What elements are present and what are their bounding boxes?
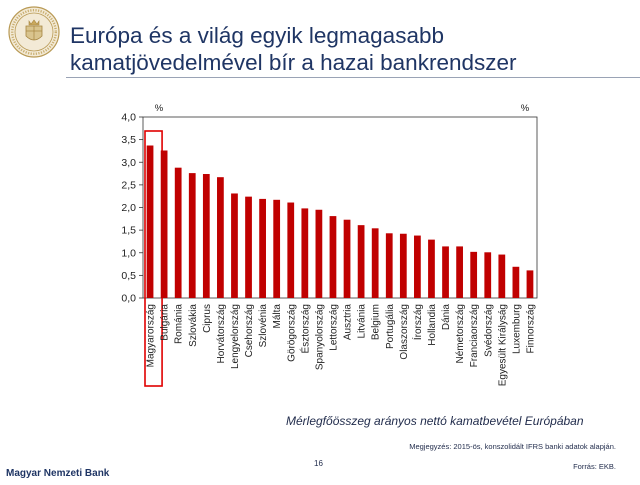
bar [484,252,492,298]
y-tick-label: 0,0 [121,293,136,305]
category-label: Litvánia [357,304,368,339]
bar [231,193,238,298]
chart-source: Forrás: EKB. [573,462,616,471]
category-label: Dánia [441,304,452,331]
category-label: Svédország [483,304,494,357]
category-label: Lettország [328,304,339,351]
bar [301,208,309,298]
y-tick-label: 2,0 [121,202,136,214]
y-tick-label: 3,0 [121,157,136,169]
bar [442,246,449,298]
y-tick-label: 4,0 [121,112,136,124]
bar [357,225,365,298]
category-label: Spanyolország [314,304,325,370]
bar [343,219,351,298]
title-divider [66,77,640,78]
chart-caption: Mérlegfőösszeg arányos nettó kamatbevéte… [286,414,584,428]
bar [146,145,154,298]
y-tick-label: 2,5 [121,179,136,191]
category-label: Ciprus [202,304,213,333]
bar [315,209,323,298]
y-unit-right: % [521,103,530,114]
category-label: Szlovákia [188,304,199,347]
bar [385,233,393,298]
page-title: Európa és a világ egyik legmagasabb kama… [70,22,630,76]
category-label: Málta [272,304,283,329]
bar [470,251,478,298]
bar [259,198,266,298]
chart-labels: 4,0 3,5 3,0 2,5 2,0 1,5 1,0 0,5 0,0% % Magyarorszá… [121,103,536,386]
category-label: Hollandia [427,304,438,346]
y-unit-left: % [155,103,164,114]
category-label: Magyarország [146,304,157,367]
bar [414,235,421,298]
category-label: Románia [174,304,185,344]
category-label: Bulgária [160,304,171,341]
category-label: Ausztria [343,304,354,341]
bar [160,150,168,298]
category-label: Portugália [385,304,396,349]
bar [174,167,182,298]
bar [371,228,379,298]
bar [399,233,407,298]
bar [512,266,520,298]
category-label: Írország [411,304,424,340]
category-label: Luxemburg [511,304,522,354]
bar [188,173,196,298]
bar [526,270,534,298]
category-label: Csehország [244,304,255,357]
chart-bars [146,145,534,298]
category-label: Finnország [525,304,536,353]
mnb-seal-icon [8,6,60,58]
chart-note: Megjegyzés: 2015-ös, konszolidált IFRS b… [409,442,616,451]
category-label: Franciaország [469,304,480,367]
y-tick-label: 0,5 [121,270,136,282]
bar [287,202,295,298]
category-label: Németország [455,304,466,363]
bar-chart: 4,0 3,5 3,0 2,5 2,0 1,5 1,0 0,5 0,0% % Magyarorszá… [121,103,538,387]
y-tick-label: 1,0 [121,247,136,259]
bar [245,196,252,298]
bar [428,239,435,298]
bank-name: Magyar Nemzeti Bank [6,468,110,479]
bar [217,177,224,298]
plot-frame [142,116,538,299]
page-number: 16 [314,459,323,468]
bar [329,216,337,298]
category-label: Belgium [371,304,382,340]
category-label: Görögország [286,304,297,362]
y-tick-label: 3,5 [121,134,136,146]
bar [202,174,210,298]
category-label: Olaszország [399,304,410,360]
page-title-line-1: Európa és a világ egyik legmagasabb [70,23,444,48]
y-tick-label: 1,5 [121,225,136,237]
category-label: Szlovénia [258,304,269,348]
bar [498,254,506,298]
bar [273,199,281,298]
page-title-line-2: kamatjövedelmével bír a hazai bankrendsz… [70,50,517,75]
category-label: Egyesült Királyság [497,304,508,386]
category-label: Észtország [298,304,311,353]
category-label: Horvátország [216,304,227,363]
bar [456,246,463,298]
category-label: Lengyelország [230,304,241,369]
